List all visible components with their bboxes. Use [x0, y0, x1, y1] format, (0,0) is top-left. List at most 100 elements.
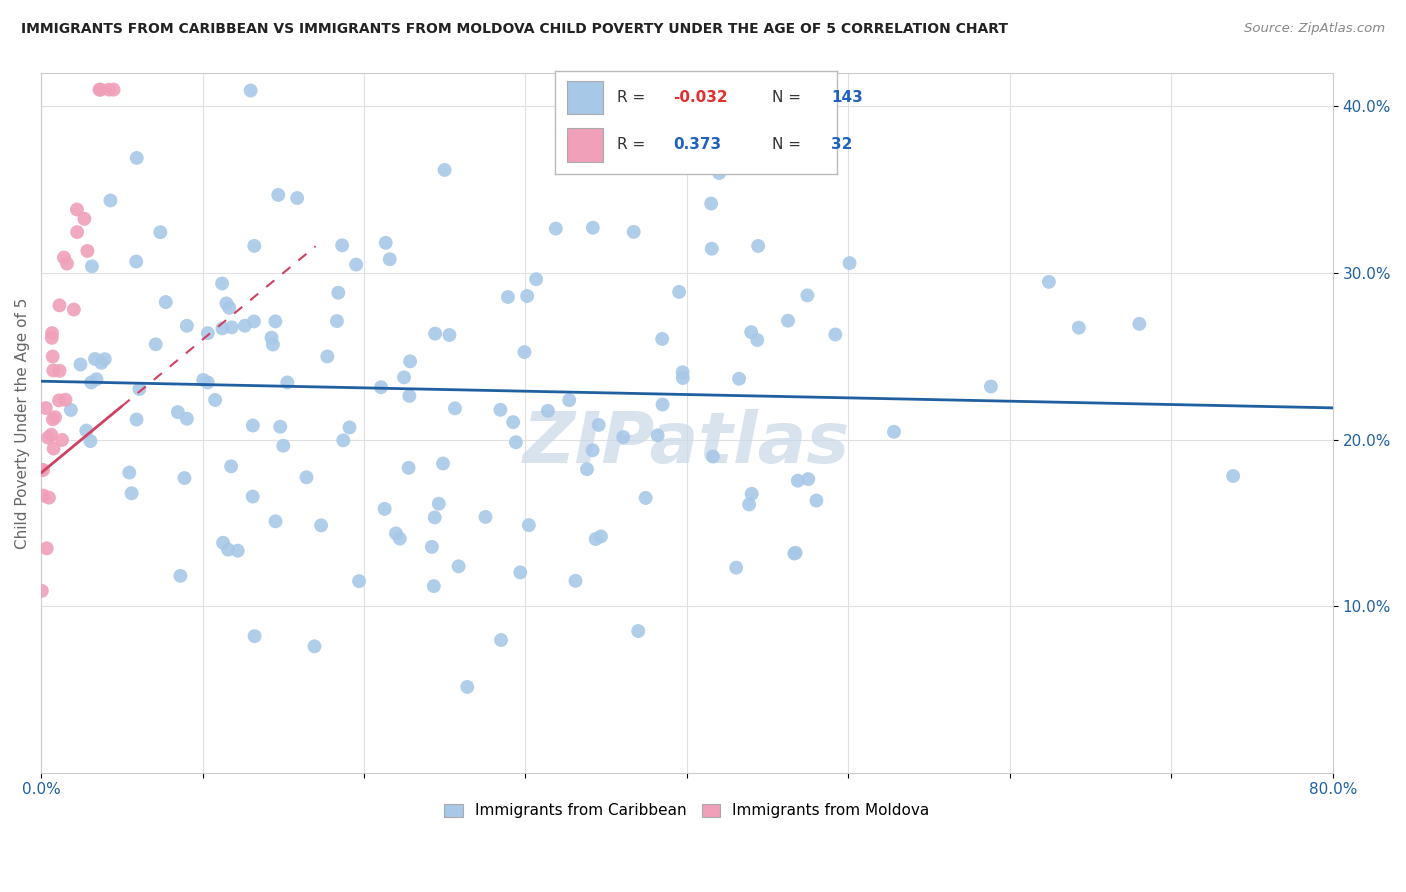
Point: [73, 211, 96, 226]
Point: [564, 574, 586, 588]
Point: [304, 640, 326, 654]
Point: [32, 463, 55, 477]
Point: [80, 260, 103, 274]
Point: [489, 633, 512, 648]
Point: [169, 569, 191, 583]
Point: [672, 371, 695, 385]
Point: [242, 490, 264, 504]
Point: [193, 373, 215, 387]
Point: [651, 398, 673, 412]
Point: [166, 405, 188, 419]
Point: [269, 419, 291, 434]
Point: [66, 225, 89, 239]
Point: [439, 328, 461, 343]
Point: [197, 376, 219, 390]
Point: [44, 410, 66, 425]
Y-axis label: Child Poverty Under the Age of 5: Child Poverty Under the Age of 5: [15, 297, 30, 549]
Legend: Immigrants from Caribbean, Immigrants from Moldova: Immigrants from Caribbean, Immigrants fr…: [439, 797, 935, 824]
Point: [544, 221, 567, 235]
Point: [328, 285, 350, 300]
Point: [378, 252, 401, 267]
Point: [575, 462, 598, 476]
Point: [700, 196, 723, 211]
Point: [447, 559, 470, 574]
Point: [776, 314, 799, 328]
Point: [339, 420, 361, 434]
Text: -0.032: -0.032: [673, 90, 728, 105]
Point: [48, 298, 70, 312]
Point: [651, 332, 673, 346]
Point: [41, 326, 63, 340]
Point: [264, 314, 287, 328]
Point: [211, 277, 233, 291]
Point: [427, 497, 450, 511]
Point: [647, 428, 669, 442]
Point: [824, 327, 846, 342]
Point: [883, 425, 905, 439]
Point: [496, 290, 519, 304]
Point: [709, 166, 731, 180]
Point: [125, 254, 148, 268]
Point: [558, 393, 581, 408]
Point: [260, 331, 283, 345]
Point: [728, 372, 751, 386]
Point: [218, 301, 240, 315]
Point: [176, 411, 198, 425]
Point: [502, 415, 524, 429]
Text: ZIPatlas: ZIPatlas: [523, 409, 851, 478]
Point: [233, 318, 256, 333]
Point: [94, 352, 117, 367]
Point: [740, 325, 762, 339]
Point: [66, 202, 89, 217]
Point: [197, 326, 219, 340]
Point: [741, 487, 763, 501]
Point: [243, 314, 266, 328]
Point: [69, 358, 91, 372]
Point: [41, 331, 63, 345]
Point: [79, 434, 101, 449]
Point: [285, 191, 308, 205]
Point: [121, 486, 143, 500]
Point: [585, 532, 607, 546]
Point: [838, 256, 860, 270]
Point: [399, 354, 422, 368]
Point: [149, 225, 172, 239]
Point: [582, 220, 605, 235]
Point: [42, 412, 65, 426]
Point: [423, 579, 446, 593]
Point: [219, 459, 242, 474]
Point: [100, 194, 122, 208]
Point: [588, 417, 610, 432]
Point: [326, 314, 349, 328]
Point: [63, 302, 86, 317]
Point: [444, 401, 467, 416]
Point: [55, 392, 77, 407]
Point: [271, 439, 294, 453]
Point: [1128, 317, 1150, 331]
Point: [513, 345, 536, 359]
Point: [783, 547, 806, 561]
Point: [489, 402, 512, 417]
Point: [747, 239, 769, 253]
Point: [797, 472, 820, 486]
Point: [398, 389, 420, 403]
Point: [89, 82, 111, 96]
Point: [432, 457, 454, 471]
Point: [176, 318, 198, 333]
Point: [262, 337, 284, 351]
Point: [30, 463, 52, 477]
Point: [118, 466, 141, 480]
Point: [226, 543, 249, 558]
Point: [42, 363, 65, 377]
Point: [264, 514, 287, 528]
Point: [51, 433, 73, 447]
Text: N =: N =: [772, 90, 806, 105]
Point: [747, 333, 769, 347]
Text: Source: ZipAtlas.com: Source: ZipAtlas.com: [1244, 22, 1385, 36]
Point: [48, 364, 70, 378]
Point: [627, 624, 650, 638]
Point: [212, 536, 235, 550]
Point: [38, 491, 60, 505]
Text: 143: 143: [831, 90, 863, 105]
Point: [243, 239, 266, 253]
